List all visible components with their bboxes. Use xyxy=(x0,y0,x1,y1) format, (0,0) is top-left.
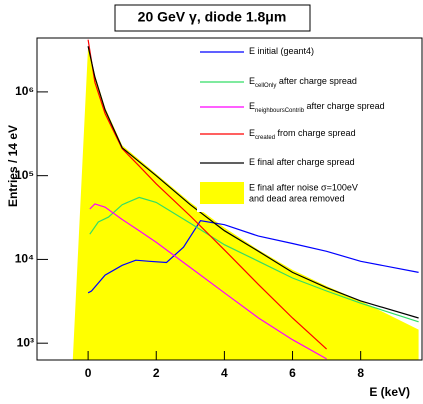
legend-suffix: final after charge spread xyxy=(255,157,355,167)
legend-label: Ecreated from charge spread xyxy=(249,128,356,140)
x-tick-label: 4 xyxy=(221,366,228,380)
y-tick-label: 10⁴ xyxy=(15,252,34,266)
area xyxy=(72,46,419,361)
legend-name: E xyxy=(249,157,255,167)
line xyxy=(87,220,419,294)
line xyxy=(87,46,419,319)
legend-suffix: after charge spread xyxy=(304,101,385,111)
plot-frame xyxy=(36,37,423,361)
legend-label: EneighboursContrib after charge spread xyxy=(249,101,385,113)
line xyxy=(89,196,419,323)
legend-subscript: created xyxy=(255,135,275,141)
legend-suffix: from charge spread xyxy=(275,128,356,138)
x-tick-label: 0 xyxy=(85,366,92,380)
legend-label: EcellOnly after charge spread xyxy=(249,76,357,88)
legend-name: E xyxy=(249,128,255,138)
legend-label: E final after noise σ=100eV xyxy=(249,182,358,192)
line xyxy=(87,39,328,350)
y-tick-label: 10⁵ xyxy=(15,168,34,182)
legend-name: E xyxy=(249,76,255,86)
x-tick-label: 8 xyxy=(357,366,364,380)
legend-swatch xyxy=(200,182,244,204)
legend-label: E final after charge spread xyxy=(249,157,355,167)
y-tick-label: 10³ xyxy=(17,335,34,349)
legend-suffix: initial (geant4) xyxy=(255,46,314,56)
legend-label: and dead area removed xyxy=(249,193,345,203)
line xyxy=(89,203,327,360)
title-box xyxy=(114,4,311,32)
x-tick-label: 2 xyxy=(153,366,160,380)
legend-suffix: after charge spread xyxy=(276,76,357,86)
y-tick-label: 10⁶ xyxy=(15,84,34,98)
legend-subscript: neighboursContrib xyxy=(255,108,305,114)
legend-name: E xyxy=(249,101,255,111)
x-tick-label: 6 xyxy=(289,366,296,380)
legend-name: E xyxy=(249,46,255,56)
legend-subscript: cellOnly xyxy=(255,83,276,89)
y-axis-label: Entries / 14 eV xyxy=(6,125,20,207)
x-axis-label: E (keV) xyxy=(369,385,410,399)
legend-label: E initial (geant4) xyxy=(249,46,314,56)
chart-title: 20 GeV γ, diode 1.8μm xyxy=(138,9,287,25)
